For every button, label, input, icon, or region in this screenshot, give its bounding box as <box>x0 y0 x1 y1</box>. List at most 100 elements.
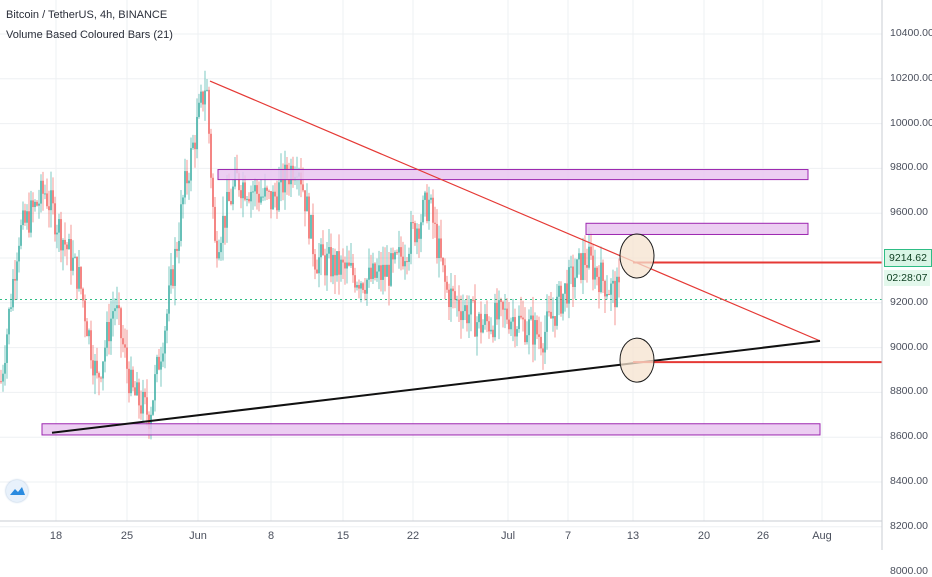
candle-body <box>390 253 392 286</box>
candle-body <box>12 278 14 308</box>
candle-body <box>346 262 348 269</box>
candle-body <box>600 262 602 293</box>
candle-body <box>232 186 234 205</box>
chart-canvas[interactable] <box>0 0 932 550</box>
candle-body <box>430 197 432 200</box>
circle-upper <box>619 233 655 279</box>
candle-body <box>80 267 82 289</box>
candle-body <box>184 171 186 198</box>
candle-body <box>534 320 536 345</box>
candle-body <box>190 148 192 181</box>
candle-body <box>206 89 208 91</box>
zone-9530 <box>585 222 809 235</box>
candle-body <box>138 382 140 406</box>
candle-body <box>116 305 118 309</box>
indicator-legend[interactable]: Volume Based Coloured Bars (21) <box>6 29 173 41</box>
candle-body <box>336 251 338 276</box>
candle-body <box>326 253 328 276</box>
candle-body <box>598 276 600 293</box>
candle-body <box>48 206 50 211</box>
candle-body <box>510 321 512 330</box>
candlestick-series <box>0 70 620 440</box>
candle-body <box>268 190 270 192</box>
candle-body <box>348 262 350 266</box>
candle-body <box>546 311 548 332</box>
symbol-legend[interactable]: Bitcoin / TetherUS, 4h, BINANCE <box>6 9 168 21</box>
candle-body <box>274 191 276 197</box>
candle-body <box>544 331 546 353</box>
candle-body <box>96 360 98 374</box>
candle-body <box>210 133 212 178</box>
candle-body <box>10 307 12 309</box>
candle-body <box>616 276 618 308</box>
candle-body <box>176 248 178 251</box>
candle-body <box>312 214 314 255</box>
candle-body <box>482 324 484 333</box>
candle-body <box>76 256 78 289</box>
candle-body <box>602 262 604 281</box>
candle-body <box>416 228 418 243</box>
candle-body <box>498 300 500 320</box>
candle-body <box>354 275 356 288</box>
candle-body <box>400 247 402 257</box>
candle-body <box>50 190 52 211</box>
candle-body <box>114 308 116 312</box>
candle-body <box>22 210 24 226</box>
candle-body <box>64 239 66 245</box>
zone-9770 <box>217 169 809 181</box>
time-tick-label: Jul <box>500 530 516 542</box>
candle-body <box>434 222 436 224</box>
candle-body <box>586 265 588 268</box>
candle-body <box>358 285 360 289</box>
candle-body <box>342 259 344 263</box>
candle-body <box>364 289 366 294</box>
candle-body <box>414 223 416 243</box>
candle-body <box>4 362 6 374</box>
candle-body <box>472 299 474 301</box>
price-tick-label: 9600.00 <box>890 206 928 219</box>
candle-body <box>112 311 114 319</box>
candle-body <box>530 315 532 320</box>
candle-body <box>136 382 138 396</box>
candle-body <box>584 253 586 266</box>
candle-body <box>476 322 478 337</box>
candle-body <box>172 269 174 286</box>
candle-body <box>182 197 184 205</box>
candle-body <box>108 322 110 342</box>
candle-body <box>38 203 40 206</box>
candle-body <box>412 222 414 224</box>
candle-body <box>56 232 58 235</box>
candle-body <box>516 329 518 337</box>
candle-body <box>366 279 368 294</box>
candle-body <box>562 293 564 314</box>
candle-body <box>484 314 486 325</box>
price-tick-label: 8600.00 <box>890 430 928 443</box>
candle-body <box>58 219 60 233</box>
candle-body <box>464 305 466 312</box>
tradingview-logo-icon[interactable] <box>6 480 28 502</box>
candle-body <box>614 280 616 308</box>
candle-body <box>224 215 226 228</box>
candle-body <box>66 244 68 250</box>
candle-body <box>526 335 528 343</box>
candle-body <box>164 330 166 354</box>
candle-body <box>194 142 196 150</box>
descending-resistance <box>209 80 821 342</box>
candle-body <box>324 255 326 276</box>
candle-body <box>158 356 160 370</box>
price-tick-label: 8400.00 <box>890 475 928 487</box>
candle-body <box>474 300 476 337</box>
candle-body <box>86 321 88 337</box>
candle-body <box>196 116 198 150</box>
candle-body <box>440 238 442 258</box>
candle-body <box>134 387 136 396</box>
candle-body <box>478 313 480 323</box>
candle-body <box>302 184 304 191</box>
candle-body <box>36 201 38 206</box>
candle-body <box>140 405 142 414</box>
candle-body <box>8 308 10 335</box>
candle-body <box>52 190 54 204</box>
candle-body <box>320 244 322 258</box>
candle-body <box>560 285 562 314</box>
price-tick-label: 9800.00 <box>890 161 928 174</box>
